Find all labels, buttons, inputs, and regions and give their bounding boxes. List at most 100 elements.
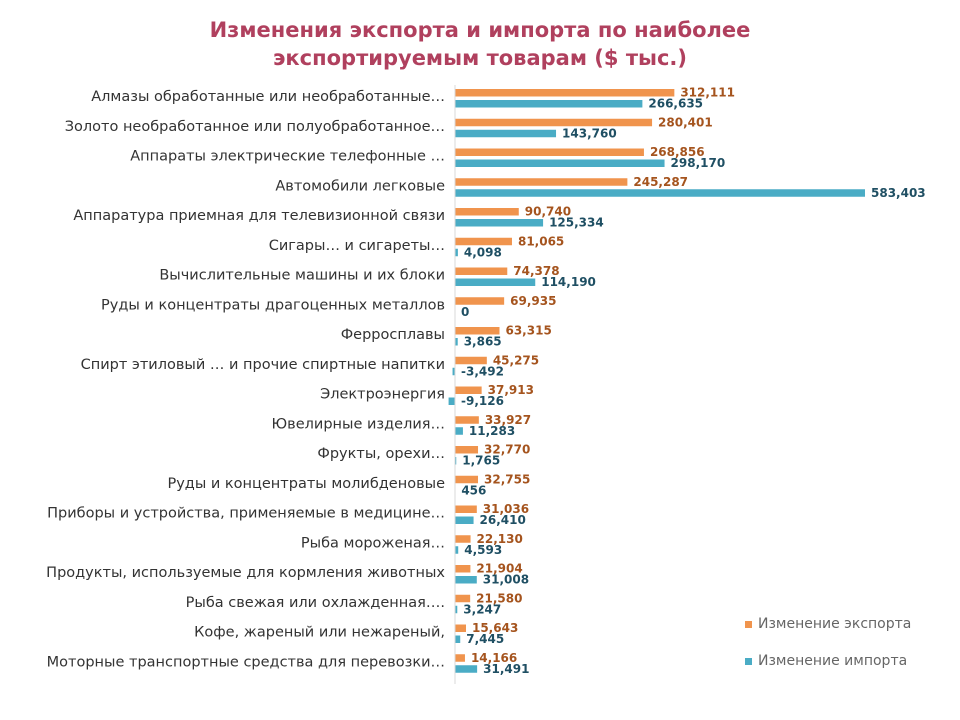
category-label: Аппаратура приемная для телевизионной св… <box>73 208 445 224</box>
category-label: Рыба мороженая… <box>301 535 445 551</box>
export-bar <box>455 237 512 246</box>
import-bar <box>455 219 544 227</box>
legend-export-label: Изменение экспорта <box>758 616 911 632</box>
import-value-label: 114,190 <box>541 275 596 289</box>
import-bar <box>455 605 458 614</box>
category-label: Спирт этиловый … и прочие спиртные напит… <box>81 357 445 373</box>
export-value-label: 22,130 <box>477 532 523 546</box>
import-value-label: -9,126 <box>461 394 504 408</box>
import-value-label: 31,008 <box>483 573 529 587</box>
export-value-label: 15,643 <box>472 621 518 635</box>
legend-export-swatch <box>745 621 752 628</box>
export-bar <box>455 535 471 543</box>
import-value-label: 7,445 <box>466 632 504 646</box>
export-bar <box>455 594 471 603</box>
category-label: Электроэнергия <box>320 387 445 403</box>
import-bar <box>455 516 474 524</box>
export-value-label: 90,740 <box>525 205 571 219</box>
export-bar <box>455 327 500 335</box>
export-value-label: 31,036 <box>483 502 529 516</box>
category-label: Алмазы обработанные или необработанные… <box>91 89 445 105</box>
import-bar <box>455 129 557 138</box>
category-label: Золото необработанное или полуобработанн… <box>65 119 445 135</box>
chart-title: Изменения экспорта и импорта по наиболее… <box>0 16 960 72</box>
category-label: Автомобили легковые <box>275 178 445 194</box>
export-bar <box>455 386 482 394</box>
import-bar <box>455 635 461 643</box>
import-value-label: 3,865 <box>464 335 502 349</box>
export-bar <box>455 654 465 662</box>
category-label: Продукты, используемые для кормления жив… <box>46 565 445 581</box>
export-value-label: 37,913 <box>488 383 534 397</box>
category-label: Моторные транспортные средства для перев… <box>47 654 445 670</box>
export-value-label: 21,904 <box>476 562 522 576</box>
category-label: Ферросплавы <box>341 327 445 343</box>
export-value-label: 74,378 <box>513 264 559 278</box>
import-value-label: -3,492 <box>461 364 504 378</box>
category-label: Руды и концентраты молибденовые <box>167 476 445 492</box>
export-value-label: 268,856 <box>650 145 705 159</box>
chart-title-line-2: экспортируемым товарам ($ тыс.) <box>272 46 688 70</box>
import-bar <box>448 397 455 405</box>
export-bar <box>455 89 675 97</box>
export-bar <box>455 148 644 156</box>
export-bar <box>455 475 479 484</box>
export-bar <box>455 356 487 365</box>
import-value-label: 11,283 <box>469 424 515 438</box>
legend-import-label: Изменение импорта <box>758 653 907 669</box>
import-value-label: 266,635 <box>648 97 703 111</box>
category-label: Кофе, жареный или нежареный, <box>194 625 445 641</box>
export-bar <box>455 565 471 573</box>
import-value-label: 125,334 <box>549 216 604 230</box>
import-value-label: 298,170 <box>671 156 726 170</box>
import-bar <box>452 367 455 376</box>
import-bar <box>455 278 536 286</box>
export-value-label: 21,580 <box>476 591 522 605</box>
export-bar <box>455 118 653 127</box>
export-bar <box>455 505 477 513</box>
export-value-label: 312,111 <box>680 86 735 100</box>
category-label: Приборы и устройства, применяемые в меди… <box>47 506 445 522</box>
import-bar <box>455 159 665 167</box>
import-value-label: 3,247 <box>463 602 501 616</box>
category-label: Аппараты электрические телефонные … <box>130 149 445 165</box>
import-value-label: 4,593 <box>464 543 502 557</box>
export-value-label: 33,927 <box>485 413 531 427</box>
category-label: Ювелирные изделия… <box>272 416 445 432</box>
export-value-label: 280,401 <box>658 115 713 129</box>
export-bar <box>455 416 479 424</box>
legend-import-swatch <box>745 658 752 665</box>
export-bar <box>455 624 466 632</box>
export-value-label: 14,166 <box>471 651 517 665</box>
category-label: Руды и концентраты драгоценных металлов <box>101 297 445 313</box>
category-label: Вычислительные машины и их блоки <box>159 268 445 284</box>
export-bar <box>455 446 479 454</box>
export-bar <box>455 178 628 186</box>
export-value-label: 63,315 <box>505 324 551 338</box>
bars-group <box>448 85 865 684</box>
category-label: Рыба свежая или охлажденная…. <box>186 595 445 611</box>
import-value-label: 4,098 <box>464 245 502 259</box>
import-value-label: 1,765 <box>462 454 500 468</box>
import-value-label: 31,491 <box>483 662 529 676</box>
export-bar <box>455 297 505 305</box>
import-value-label: 143,760 <box>562 126 617 140</box>
export-bar <box>455 267 508 275</box>
export-value-label: 32,770 <box>484 443 530 457</box>
labels-group: Алмазы обработанные или необработанные… 3… <box>46 86 925 676</box>
legend: Изменение экспорта Изменение импорта <box>745 616 911 669</box>
import-value-label: 0 <box>461 305 469 319</box>
import-value-label: 456 <box>461 483 486 497</box>
import-bar <box>455 457 457 465</box>
import-bar <box>455 427 463 435</box>
chart-title-line-1: Изменения экспорта и импорта по наиболее <box>209 18 751 42</box>
export-value-label: 81,065 <box>518 234 564 248</box>
category-label: Сигары… и сигареты… <box>269 238 445 254</box>
export-value-label: 69,935 <box>510 294 556 308</box>
import-value-label: 26,410 <box>480 513 526 527</box>
category-label: Фрукты, орехи… <box>317 446 445 462</box>
import-bar <box>455 576 477 584</box>
export-value-label: 245,287 <box>633 175 688 189</box>
export-value-label: 32,755 <box>484 472 530 486</box>
